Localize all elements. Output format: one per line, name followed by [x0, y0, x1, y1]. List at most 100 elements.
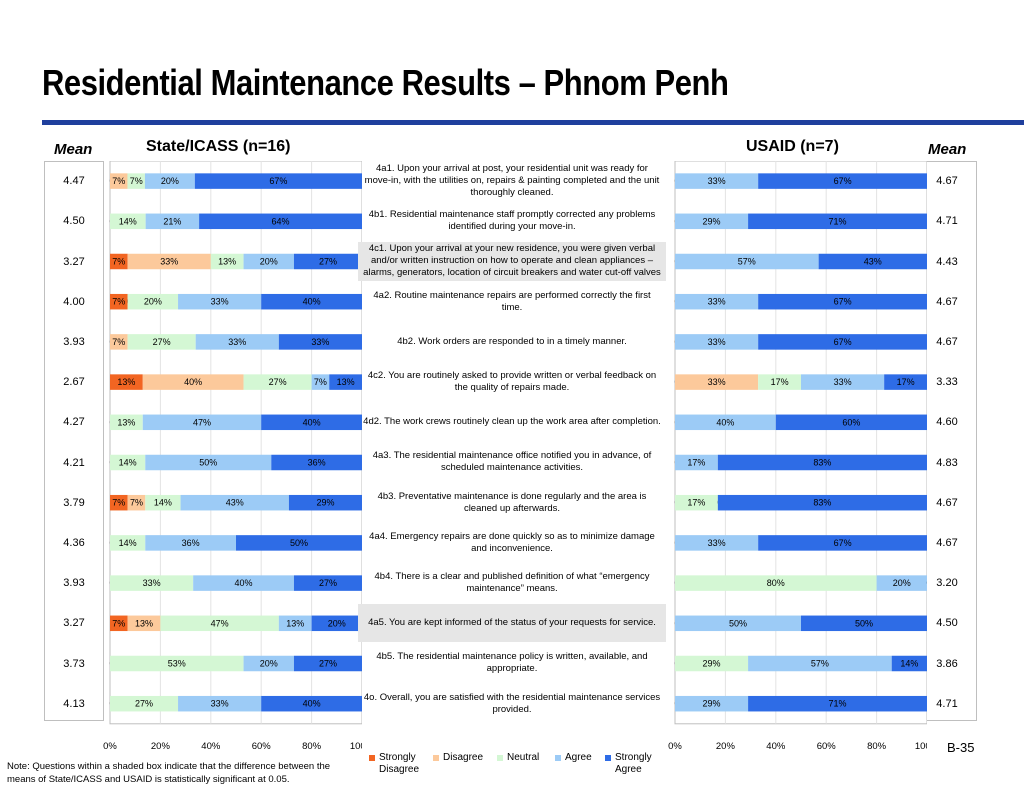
usaid-data-label: 80% — [767, 578, 785, 588]
state-data-label: 29% — [316, 498, 334, 508]
state-tick-label: 0% — [103, 741, 117, 752]
usaid-bar-strongly-agree — [758, 535, 927, 551]
state-mean-value: 3.27 — [63, 255, 85, 268]
state-mean-value: 2.67 — [63, 376, 85, 389]
usaid-data-label: 67% — [834, 538, 852, 548]
state-tick-label: 80% — [302, 741, 322, 752]
state-data-label: 33% — [143, 578, 161, 588]
page-number: B-35 — [947, 740, 975, 755]
usaid-data-label: 83% — [813, 498, 831, 508]
state-bar-agree — [278, 615, 312, 632]
usaid-data-label: 83% — [813, 458, 831, 468]
usaid-data-label: 0% — [926, 578, 927, 588]
state-bar-strongly-agree — [194, 173, 362, 189]
state-data-label: 20% — [161, 176, 179, 186]
usaid-bar-agree — [675, 695, 749, 712]
state-bar-neutral — [145, 494, 181, 511]
state-mean-value: 4.13 — [63, 697, 85, 710]
right-mean-header: Mean — [928, 141, 967, 158]
state-data-label: 40% — [303, 699, 321, 709]
usaid-bar-agree — [675, 173, 759, 189]
question-text: 4d2. The work crews routinely clean up t… — [363, 416, 661, 428]
usaid-data-label: 33% — [834, 377, 852, 387]
state-data-label: 33% — [311, 337, 329, 347]
state-data-label: 20% — [260, 659, 278, 669]
state-bar-agree — [145, 535, 236, 551]
state-plot-area — [109, 161, 362, 725]
usaid-bar-strongly-agree — [884, 374, 927, 390]
state-tick-label: 40% — [201, 741, 221, 752]
state-bar-strongly-agree — [199, 213, 362, 230]
state-bar-agree — [243, 655, 294, 672]
state-bar-strongly-agree — [293, 575, 362, 591]
usaid-bar-strongly-agree — [775, 414, 927, 431]
state-data-label: 50% — [290, 538, 308, 548]
usaid-mean-value: 3.33 — [936, 376, 958, 389]
state-bar-strongly-agree — [329, 374, 362, 390]
usaid-mean-value: 4.71 — [936, 215, 958, 228]
state-bar-disagree — [127, 494, 146, 511]
usaid-bar-agree — [748, 655, 892, 672]
state-bar-neutral — [127, 173, 145, 189]
usaid-mean-value: 4.43 — [936, 255, 958, 268]
state-data-label: 13% — [135, 618, 153, 628]
legend-label: Agree — [565, 752, 592, 763]
question-text: 4b3. Preventative maintenance is done re… — [377, 490, 647, 514]
state-data-label: 13% — [117, 417, 135, 427]
usaid-mean-value: 4.67 — [936, 335, 958, 348]
state-data-label: 7% — [112, 297, 125, 307]
usaid-bar-strongly-agree — [758, 173, 927, 189]
usaid-bar-strongly-agree — [717, 494, 927, 511]
usaid-data-label: 20% — [893, 578, 911, 588]
state-data-label: 13% — [117, 377, 135, 387]
usaid-data-label: 67% — [834, 297, 852, 307]
state-data-label: 40% — [303, 297, 321, 307]
state-mean-value: 3.79 — [63, 496, 85, 509]
state-data-label: 14% — [119, 458, 137, 468]
usaid-data-label: 17% — [687, 498, 705, 508]
legend-label: Strongly Disagree — [379, 752, 420, 775]
usaid-bar-agree — [675, 334, 759, 350]
usaid-data-label: 29% — [703, 216, 721, 226]
state-data-label: 47% — [211, 618, 229, 628]
usaid-tick-label: 20% — [716, 741, 736, 752]
footnote: Note: Questions within a shaded box indi… — [7, 761, 331, 785]
usaid-data-label: 33% — [708, 297, 726, 307]
state-bar-strongly-agree — [261, 695, 362, 712]
state-bar-disagree — [110, 334, 128, 350]
state-mean-value: 4.47 — [63, 175, 85, 188]
usaid-bar-strongly-agree — [818, 253, 927, 270]
usaid-plot-area — [674, 161, 927, 725]
question-text: 4o. Overall, you are satisfied with the … — [363, 691, 661, 715]
usaid-data-label: 43% — [864, 257, 882, 267]
usaid-data-label: 50% — [729, 618, 747, 628]
state-bar-strongly-agree — [311, 615, 362, 632]
state-data-label: 7% — [112, 257, 125, 267]
usaid-bar-strongly-agree — [758, 334, 927, 350]
state-bar-strongly-agree — [261, 293, 362, 310]
usaid-bar-agree — [675, 293, 759, 310]
question-text: 4a2. Routine maintenance repairs are per… — [373, 289, 651, 313]
state-data-label: 27% — [319, 578, 337, 588]
question-text: 4c1. Upon your arrival at your new resid… — [358, 242, 666, 281]
state-data-label: 36% — [182, 538, 200, 548]
legend-swatch — [433, 755, 439, 761]
usaid-bar-neutral — [758, 374, 801, 390]
usaid-mean-value: 4.67 — [936, 496, 958, 509]
usaid-bar-strongly-agree — [891, 655, 927, 672]
state-bar-neutral — [243, 374, 312, 390]
state-data-label: 27% — [319, 659, 337, 669]
usaid-data-label: 14% — [900, 659, 918, 669]
state-bar-disagree — [142, 374, 244, 390]
state-bar-strongly-agree — [293, 655, 362, 672]
state-tick-label: 100% — [350, 741, 362, 752]
usaid-data-label: 50% — [855, 618, 873, 628]
state-bar-neutral — [110, 535, 146, 551]
state-data-label: 36% — [308, 458, 326, 468]
usaid-data-label: 67% — [834, 337, 852, 347]
usaid-tick-label: 0% — [668, 741, 682, 752]
usaid-mean-value: 4.60 — [936, 416, 958, 429]
usaid-bar-neutral — [675, 494, 718, 511]
usaid-data-label: 71% — [829, 216, 847, 226]
usaid-mean-value: 4.67 — [936, 175, 958, 188]
